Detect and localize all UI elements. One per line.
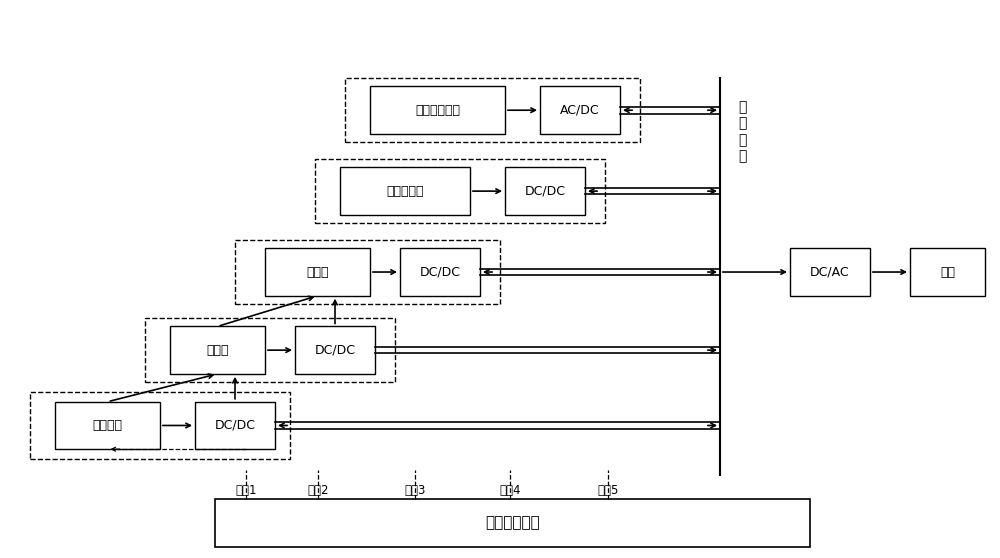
Bar <box>30 392 290 459</box>
Text: DC/DC: DC/DC <box>314 344 355 357</box>
Text: 超级电容器: 超级电容器 <box>386 185 424 198</box>
Text: DC/DC: DC/DC <box>524 185 566 198</box>
Text: 燃料电池: 燃料电池 <box>92 419 122 432</box>
Bar <box>235 240 500 304</box>
Text: 储氢罐: 储氢罐 <box>206 344 229 357</box>
Bar <box>790 248 870 296</box>
Text: DC/DC: DC/DC <box>215 419 256 432</box>
Text: 风力发电机组: 风力发电机组 <box>415 104 460 117</box>
Bar <box>505 167 585 215</box>
Text: 并网: 并网 <box>940 266 955 278</box>
Bar <box>340 167 470 215</box>
Bar <box>55 402 160 449</box>
Bar <box>315 159 605 223</box>
Text: AC/DC: AC/DC <box>560 104 600 117</box>
Bar <box>540 86 620 134</box>
Text: 电解槽: 电解槽 <box>306 266 329 278</box>
Bar <box>910 248 985 296</box>
Bar <box>145 318 395 382</box>
Bar <box>170 326 265 374</box>
Bar <box>400 248 480 296</box>
Text: 控制1: 控制1 <box>235 484 257 497</box>
Bar <box>215 499 810 547</box>
Text: 控制4: 控制4 <box>499 484 521 497</box>
Bar <box>295 326 375 374</box>
Bar <box>370 86 505 134</box>
Bar <box>345 78 640 142</box>
Bar <box>195 402 275 449</box>
Text: 控制2: 控制2 <box>307 484 329 497</box>
Text: DC/DC: DC/DC <box>420 266 460 278</box>
Text: DC/AC: DC/AC <box>810 266 850 278</box>
Text: 控制5: 控制5 <box>597 484 619 497</box>
Text: 直
流
母
线: 直 流 母 线 <box>738 100 746 163</box>
Bar <box>265 248 370 296</box>
Text: 控制3: 控制3 <box>404 484 426 497</box>
Text: 能量管理策略: 能量管理策略 <box>485 516 540 531</box>
